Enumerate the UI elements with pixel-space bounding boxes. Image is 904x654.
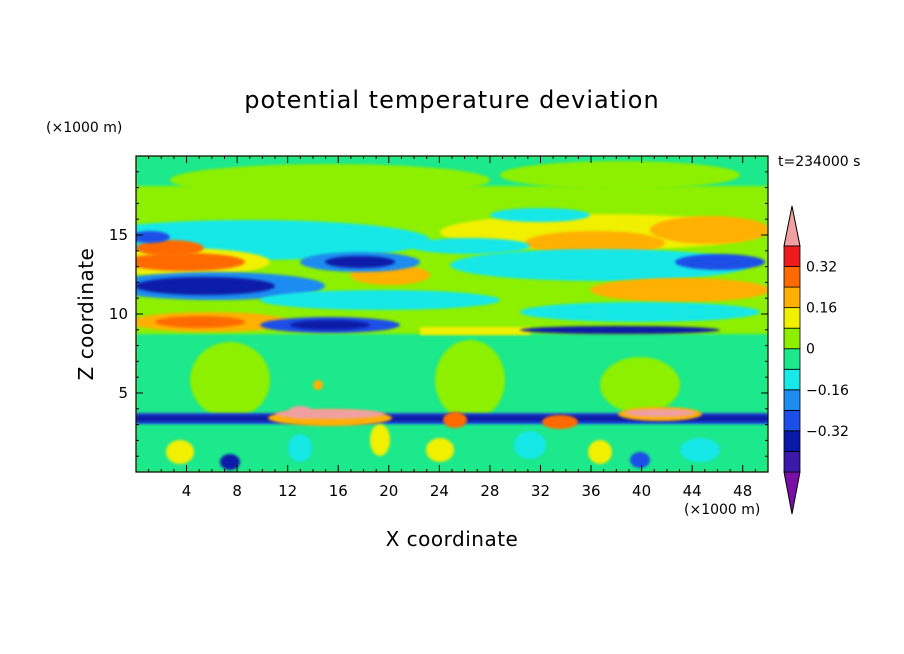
colorbar-box [783, 389, 801, 411]
field-contour-region [136, 240, 204, 256]
field-contour-region [155, 316, 245, 328]
field-contour-region [490, 208, 590, 222]
colorbar-box [783, 430, 801, 452]
colorbar-box [783, 348, 801, 370]
colorbar-box [783, 409, 801, 432]
colorbar-box [783, 327, 801, 350]
colorbar-label: 0.32 [806, 260, 837, 276]
field-contour-region [190, 342, 270, 418]
x-tick-label: 40 [632, 482, 651, 500]
field-contour-region [450, 249, 750, 281]
field-contour-region [288, 406, 312, 418]
field-contour-region [630, 452, 650, 468]
x-tick-label: 48 [733, 482, 752, 500]
field-contour-region [675, 254, 765, 270]
field-contour-region [680, 438, 720, 462]
colorbar: −0.32 −0.16 0 0.16 0.32 [783, 205, 849, 515]
x-axis: 4 8 12 16 20 24 28 32 36 40 44 48 [148, 156, 756, 500]
field-contour-region [288, 434, 312, 462]
field-contour-region [520, 326, 720, 334]
chart-title: potential temperature deviation [244, 86, 660, 114]
field-contour-region [410, 238, 530, 254]
field-contour-region [443, 412, 467, 428]
colorbar-box [783, 245, 801, 267]
y-axis: 5 10 15 [109, 171, 768, 457]
colorbar-min-triangle [783, 471, 801, 515]
field-contour-region [325, 256, 395, 268]
colorbar-label: 0 [806, 342, 815, 358]
colorbar-box [783, 451, 801, 473]
field-contour-region [542, 415, 578, 429]
y-tick-label: 5 [118, 384, 128, 402]
x-tick-label: 8 [232, 482, 242, 500]
time-label: t=234000 s [778, 154, 861, 170]
field-contour-region [220, 454, 240, 470]
x-tick-label: 32 [531, 482, 550, 500]
field-contour-region [435, 340, 505, 420]
x-tick-label: 20 [379, 482, 398, 500]
colorbar-label: 0.16 [806, 301, 837, 317]
colorbar-box [783, 286, 801, 309]
colorbar-label: −0.32 [806, 424, 849, 440]
field-contour-region [260, 290, 500, 310]
field-contour-region [525, 231, 665, 255]
field-contour-region [420, 327, 530, 335]
colorbar-label: −0.16 [806, 383, 849, 399]
x-tick-label: 12 [278, 482, 297, 500]
x-tick-label: 4 [182, 482, 192, 500]
field-contour-region [650, 216, 768, 244]
field-contour-region [624, 409, 696, 417]
x-axis-label: X coordinate [385, 527, 519, 551]
colorbar-box [783, 266, 801, 288]
temperature-field [136, 156, 768, 472]
colorbar-box [783, 307, 801, 329]
x-tick-label: 28 [480, 482, 499, 500]
field-contour-region [136, 231, 170, 243]
x-tick-label: 44 [683, 482, 702, 500]
field-contour-region [520, 302, 760, 322]
y-axis-unit: (×1000 m) [46, 120, 123, 136]
field-contour-region [588, 440, 612, 464]
field-contour-region [136, 277, 275, 295]
x-axis-unit: (×1000 m) [684, 502, 761, 518]
colorbar-box [783, 368, 801, 391]
field-contour-region [166, 440, 194, 464]
field-contour-region [600, 357, 680, 413]
x-tick-label: 16 [329, 482, 348, 500]
y-tick-label: 15 [109, 226, 128, 244]
field-contour-region [370, 424, 390, 456]
x-tick-label: 36 [581, 482, 600, 500]
field-contour-region [313, 380, 323, 390]
y-tick-label: 10 [109, 305, 128, 323]
colorbar-max-triangle [783, 205, 801, 247]
field-contour-region [426, 438, 454, 462]
field-contour-region [514, 431, 546, 459]
field-contour-region [290, 320, 370, 330]
x-tick-label: 24 [430, 482, 449, 500]
field-contour-region [590, 278, 768, 302]
field-contour-region [136, 253, 245, 271]
field-contour-region [170, 164, 490, 196]
field-contour-region [500, 161, 740, 189]
